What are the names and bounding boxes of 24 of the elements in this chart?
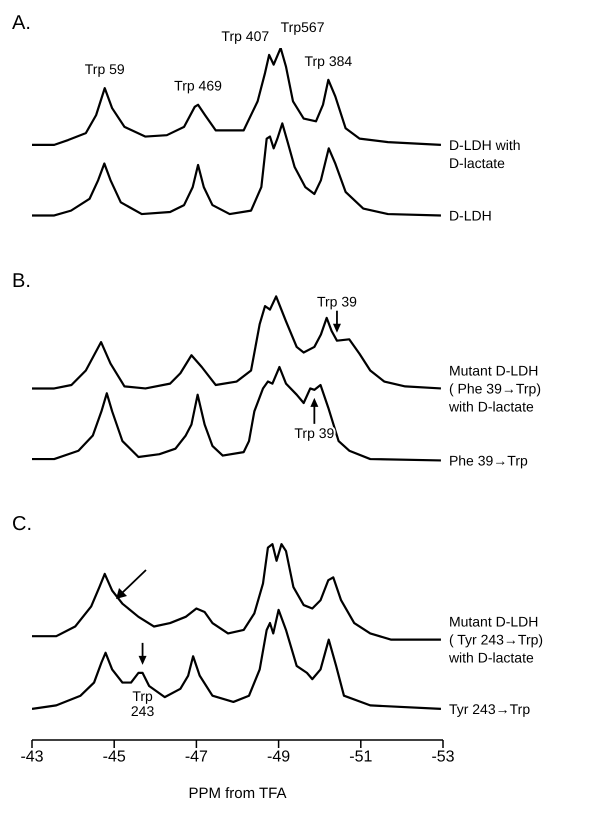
annotation: C. — [12, 513, 32, 536]
series-label: Mutant D-LDH ( Phe 39→Trp) with D-lactate — [448, 362, 542, 414]
x-tick-label: -47 — [184, 748, 208, 766]
annotation: Trp 407 — [221, 28, 270, 44]
annotation: Trp 469 — [174, 78, 222, 94]
annotation: Trp 384 — [304, 52, 352, 69]
annotation: Trp567 — [280, 19, 325, 35]
text: A. — [12, 12, 31, 35]
series-label: Mutant D-LDH ( Tyr 243→Trp) with D-lactate — [448, 614, 544, 666]
x-tick-label: -49 — [267, 748, 290, 766]
text: B. — [12, 270, 31, 293]
x-tick-label: -51 — [349, 748, 372, 766]
x-tick-label: -43 — [20, 748, 44, 766]
series-label: D-LDH — [448, 207, 492, 224]
annotation: Trp 39 — [294, 424, 335, 441]
series-label: D-LDH with D-lactate — [448, 136, 521, 171]
annotation: Trp 243 — [130, 688, 154, 719]
series-label: Phe 39→Trp — [448, 452, 528, 468]
annotation: Trp 59 — [84, 61, 125, 78]
x-tick-label: -53 — [431, 748, 455, 766]
series-label: Tyr 243→Trp — [448, 700, 530, 717]
x-axis-title: PPM from TFA — [188, 785, 287, 802]
x-tick-label: -45 — [102, 748, 126, 766]
annotation: Trp 39 — [316, 294, 358, 310]
